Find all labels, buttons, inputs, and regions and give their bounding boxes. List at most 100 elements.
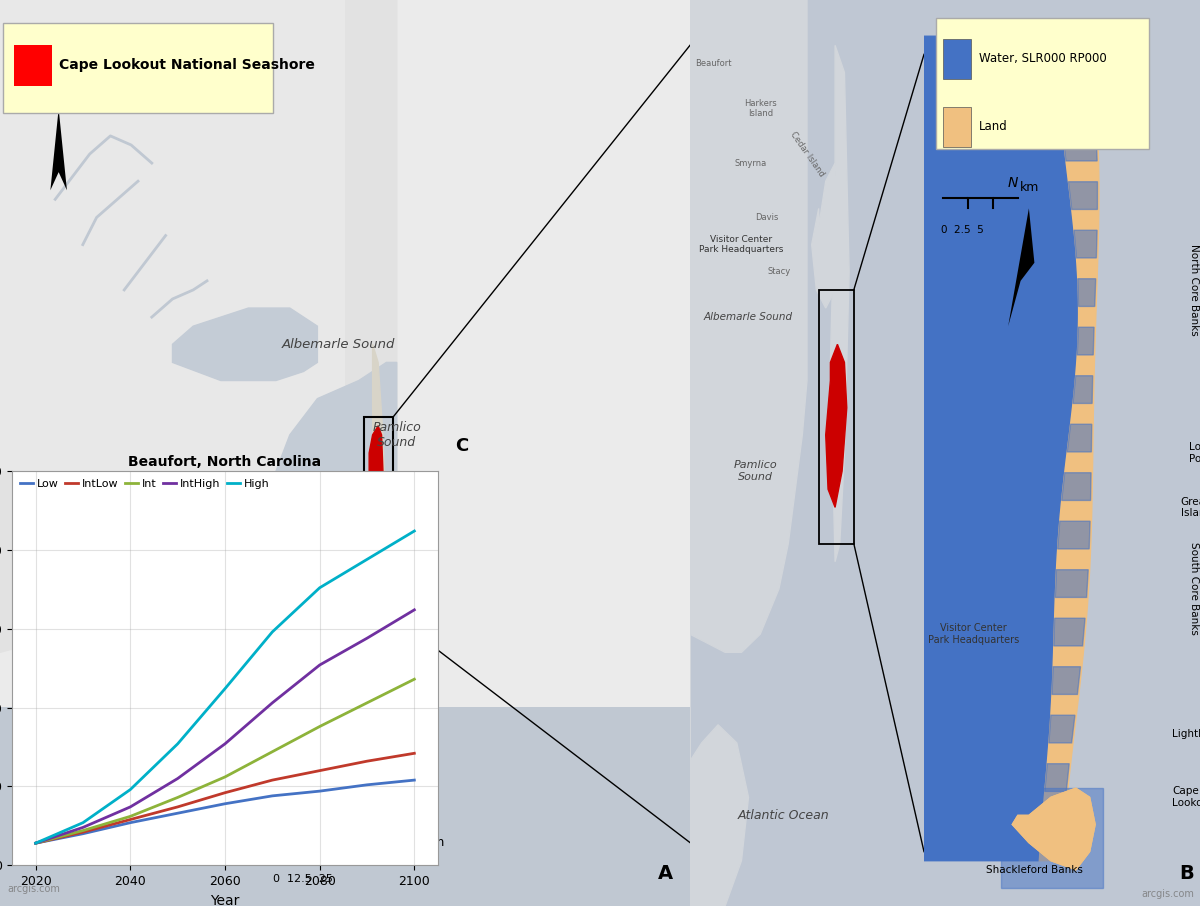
Low — [170, 808, 185, 819]
IntHigh — [265, 698, 280, 708]
High — [407, 525, 421, 536]
IntLow — [407, 747, 421, 758]
Polygon shape — [370, 426, 383, 562]
Text: Atlantic Ocean: Atlantic Ocean — [275, 790, 388, 805]
Line: Low: Low — [36, 780, 414, 843]
Polygon shape — [1078, 327, 1094, 355]
Text: N: N — [53, 84, 65, 100]
Text: km: km — [426, 836, 445, 849]
IntLow — [312, 766, 326, 776]
High — [29, 838, 43, 849]
IntHigh — [312, 660, 326, 670]
Text: Shackleford Banks: Shackleford Banks — [986, 864, 1082, 875]
High — [360, 554, 374, 564]
Text: Beaufort: Beaufort — [695, 59, 732, 68]
Polygon shape — [1074, 230, 1097, 258]
Text: Lighthouse: Lighthouse — [1172, 728, 1200, 739]
Text: Long
Point: Long Point — [1189, 442, 1200, 464]
Text: Visitor Center
Park Headquarters: Visitor Center Park Headquarters — [700, 235, 784, 255]
Text: C: C — [455, 438, 468, 456]
Text: 0  12.5  25: 0 12.5 25 — [272, 874, 332, 884]
Low — [218, 798, 233, 809]
High — [170, 738, 185, 749]
IntHigh — [76, 822, 90, 833]
Polygon shape — [830, 45, 850, 562]
Low — [29, 838, 43, 849]
Text: A: A — [658, 864, 673, 883]
Text: Smyrna: Smyrna — [734, 159, 767, 168]
IntLow — [29, 838, 43, 849]
Text: North Core Banks: North Core Banks — [1189, 244, 1200, 336]
High — [124, 784, 138, 795]
Polygon shape — [690, 634, 749, 906]
Polygon shape — [1057, 521, 1090, 549]
High — [312, 583, 326, 593]
Text: 0  2.5  5: 0 2.5 5 — [941, 225, 983, 235]
Polygon shape — [1040, 812, 1064, 840]
Polygon shape — [373, 344, 388, 598]
Line: IntLow: IntLow — [36, 753, 414, 843]
Polygon shape — [1038, 36, 1099, 861]
Polygon shape — [811, 163, 840, 308]
Polygon shape — [1045, 764, 1069, 792]
High — [265, 626, 280, 637]
Int — [76, 825, 90, 836]
Bar — [365, 417, 394, 616]
Polygon shape — [1078, 279, 1096, 306]
Text: Harkers
Island: Harkers Island — [744, 99, 776, 119]
Polygon shape — [1054, 618, 1085, 646]
Low — [124, 817, 138, 828]
Text: Portsmouth Village: Portsmouth Village — [1006, 23, 1118, 35]
Low — [265, 790, 280, 801]
Polygon shape — [1055, 570, 1088, 597]
Text: N: N — [1007, 177, 1018, 190]
Polygon shape — [1073, 376, 1093, 403]
Low — [312, 786, 326, 796]
Text: Pamlico
Sound: Pamlico Sound — [372, 421, 421, 448]
Polygon shape — [173, 308, 318, 381]
Text: Albemarle Sound: Albemarle Sound — [282, 338, 395, 351]
IntHigh — [29, 838, 43, 849]
Polygon shape — [0, 0, 397, 652]
Polygon shape — [50, 109, 67, 190]
Text: Cape
Lookout: Cape Lookout — [1172, 786, 1200, 808]
IntLow — [76, 826, 90, 837]
Polygon shape — [1013, 788, 1096, 870]
Text: Cape Lookout National Seashore: Cape Lookout National Seashore — [59, 58, 314, 72]
Line: IntHigh: IntHigh — [36, 610, 414, 843]
Int — [312, 721, 326, 732]
Low — [407, 775, 421, 786]
FancyBboxPatch shape — [4, 23, 272, 113]
Low — [360, 779, 374, 790]
Polygon shape — [1056, 36, 1091, 64]
IntLow — [124, 814, 138, 825]
Line: Int: Int — [36, 680, 414, 843]
Title: Beaufort, North Carolina: Beaufort, North Carolina — [128, 455, 322, 468]
Low — [76, 828, 90, 839]
Polygon shape — [262, 362, 397, 580]
Bar — [818, 290, 854, 544]
Int — [29, 838, 43, 849]
Text: Water, SLR000 RP000: Water, SLR000 RP000 — [979, 53, 1106, 65]
Polygon shape — [1067, 424, 1092, 452]
High — [218, 683, 233, 694]
FancyBboxPatch shape — [936, 18, 1148, 149]
Line: High: High — [36, 531, 414, 843]
Int — [407, 674, 421, 685]
Bar — [943, 107, 971, 147]
Legend: Low, IntLow, Int, IntHigh, High: Low, IntLow, Int, IntHigh, High — [18, 477, 271, 491]
Bar — [0, 0, 346, 471]
Int — [218, 772, 233, 783]
Polygon shape — [1058, 85, 1094, 112]
IntLow — [218, 787, 233, 798]
IntHigh — [360, 632, 374, 643]
IntHigh — [218, 738, 233, 749]
IntHigh — [124, 802, 138, 813]
Polygon shape — [1068, 182, 1098, 209]
Polygon shape — [1063, 133, 1097, 161]
Text: Land: Land — [979, 120, 1008, 133]
Polygon shape — [1013, 788, 1096, 870]
IntLow — [265, 775, 280, 786]
Int — [265, 747, 280, 757]
Text: km: km — [1020, 181, 1039, 194]
